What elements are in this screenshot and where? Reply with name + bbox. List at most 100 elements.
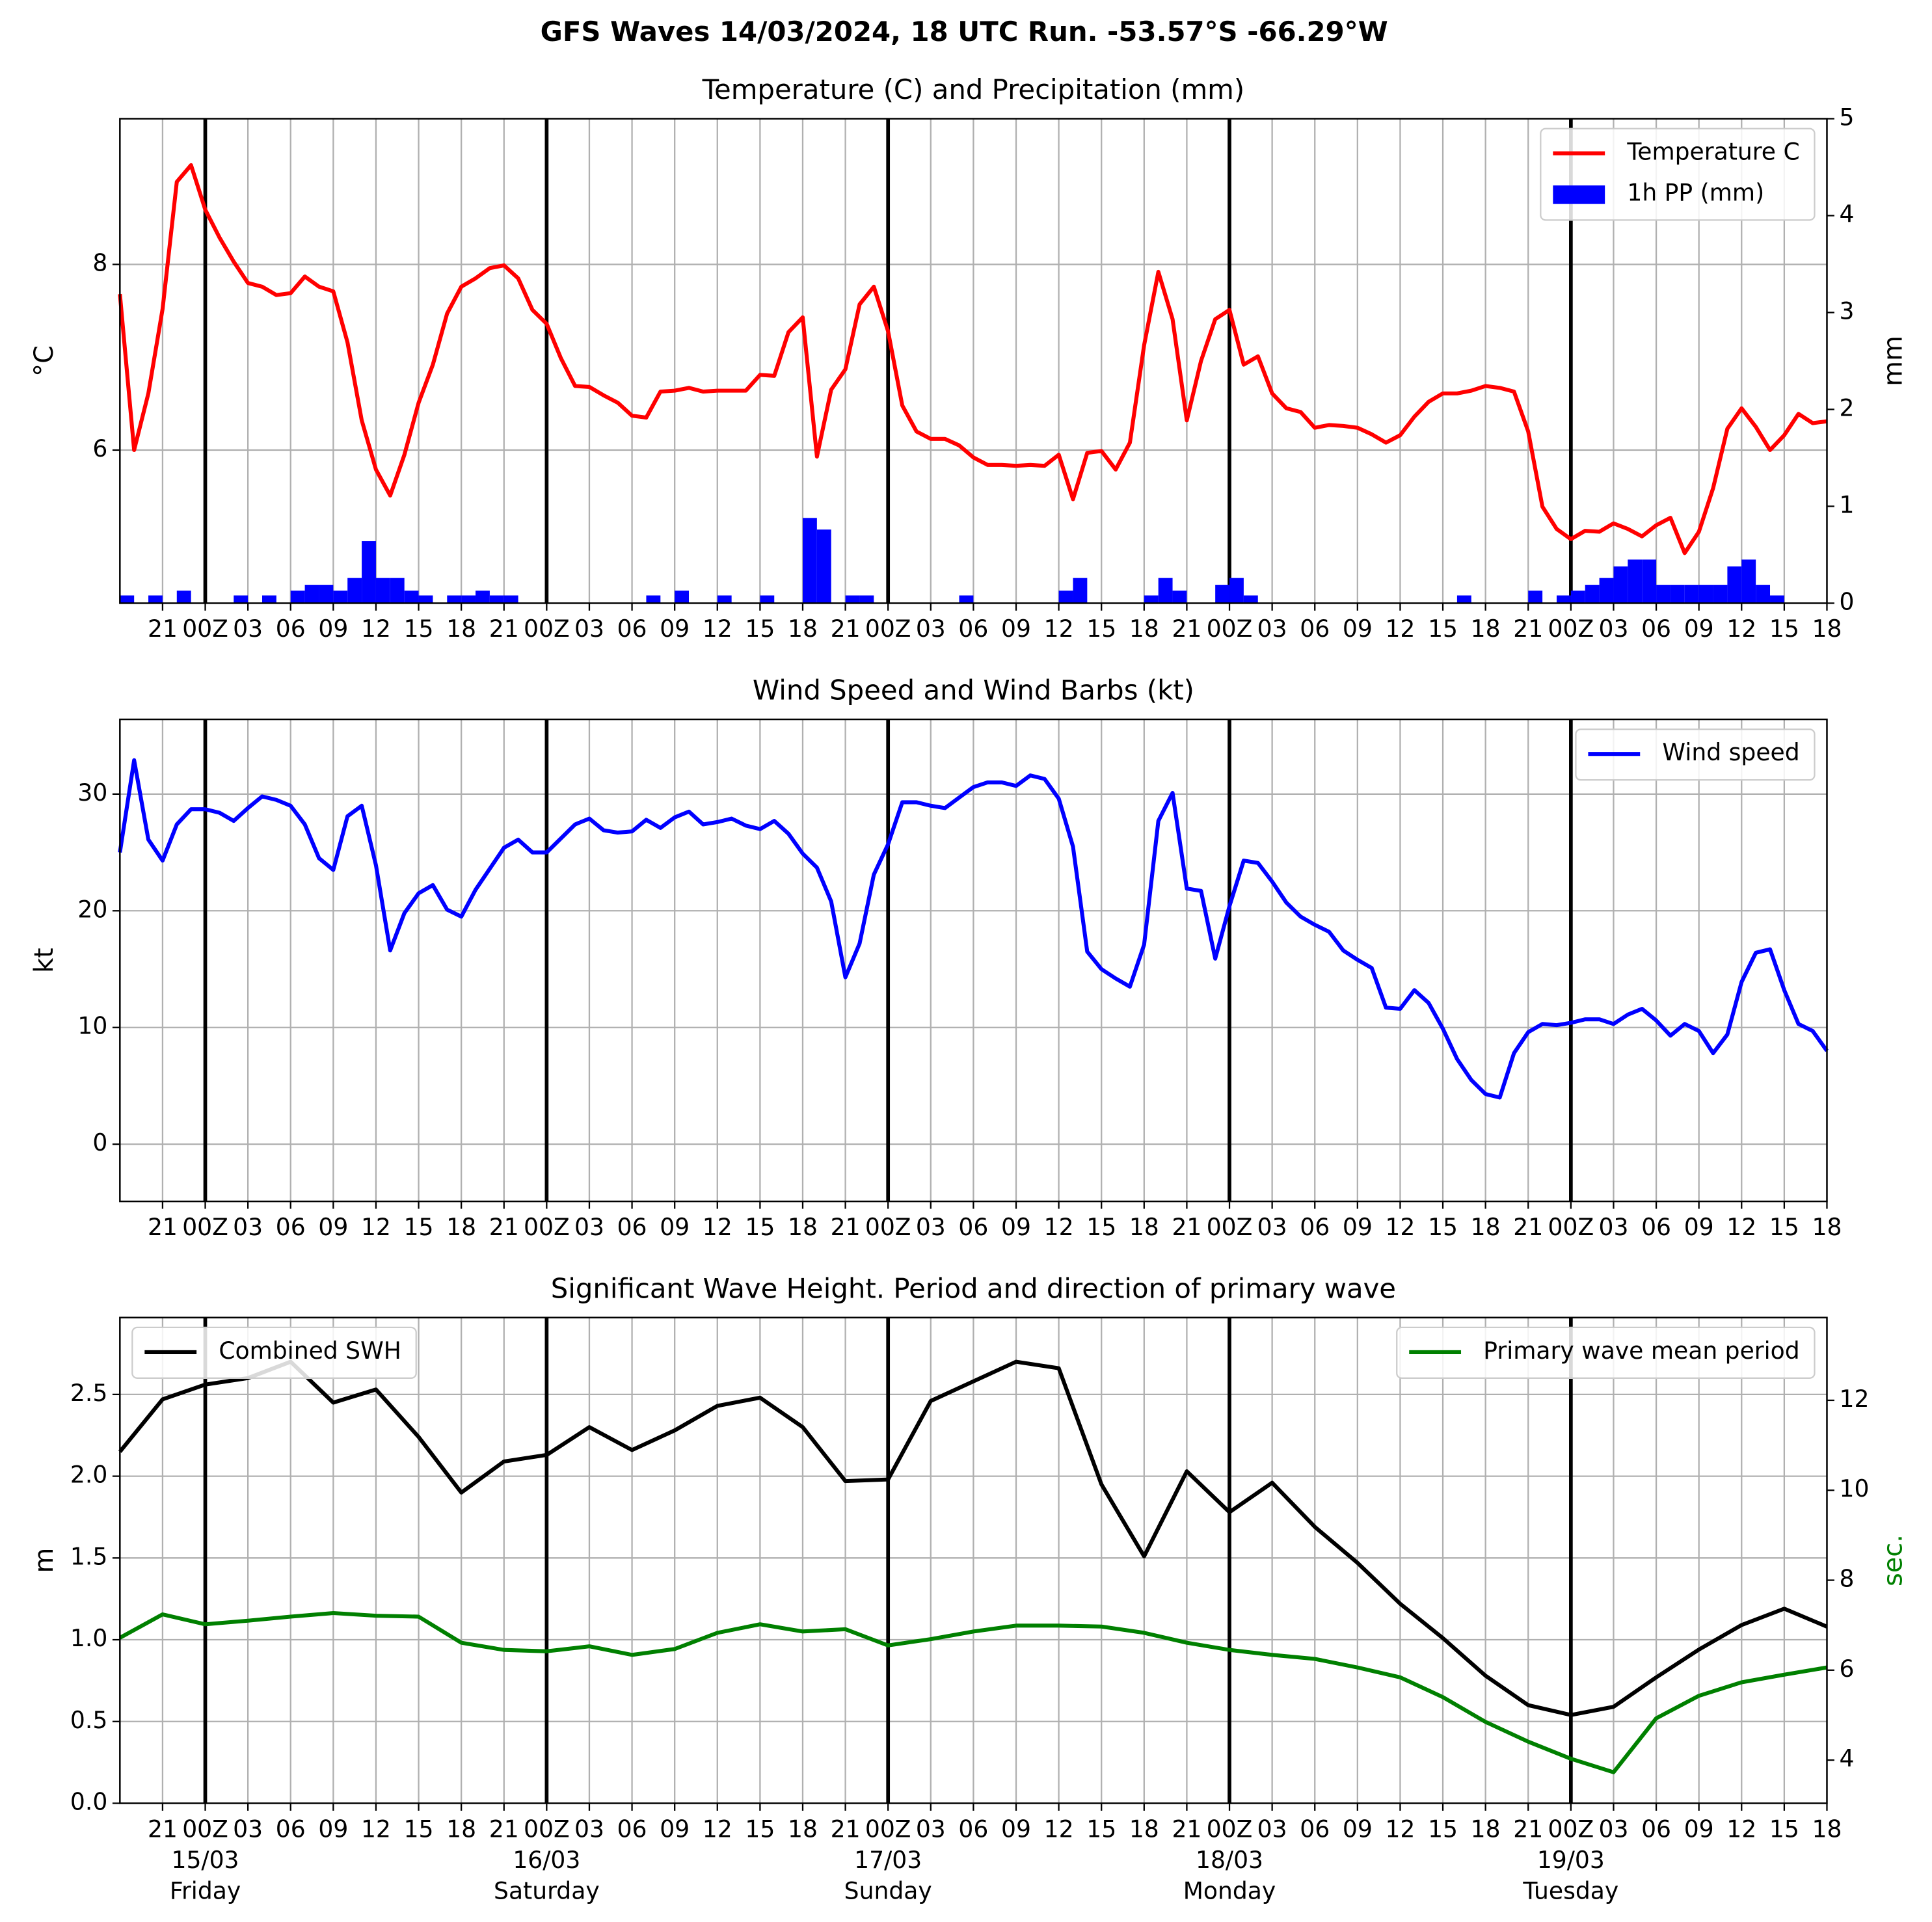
precip-bar <box>1727 566 1742 604</box>
day-name-label: Tuesday <box>1522 1876 1618 1904</box>
y2-tick-label: 5 <box>1839 103 1854 131</box>
x-tick-label: 09 <box>1001 1213 1031 1241</box>
day-name-label: Sunday <box>844 1876 932 1904</box>
day-date-label: 17/03 <box>854 1846 922 1874</box>
precip-bar <box>675 591 690 604</box>
precip-bar <box>1670 585 1685 604</box>
precip-bar <box>390 578 405 604</box>
y-tick-label: 1.0 <box>70 1624 107 1652</box>
x-tick-label: 18 <box>1129 1815 1159 1843</box>
y2-tick-label: 2 <box>1839 394 1854 421</box>
x-tick-label: 09 <box>318 1213 348 1241</box>
x-tick-label: 09 <box>318 615 348 643</box>
x-tick-label: 21 <box>148 1815 178 1843</box>
legend: Combined SWH <box>131 1326 417 1379</box>
x-tick-label: 12 <box>1044 1213 1074 1241</box>
precip-bar <box>717 595 732 604</box>
x-tick-label: 21 <box>831 1815 861 1843</box>
x-tick-label: 03 <box>233 1213 263 1241</box>
precip-bar <box>418 595 433 604</box>
series-line <box>118 1359 1828 1717</box>
y2-tick-label: 12 <box>1839 1385 1869 1413</box>
x-tick-label: 12 <box>1385 615 1415 643</box>
x-tick-label: 18 <box>1812 615 1842 643</box>
x-tick-label: 09 <box>660 1815 690 1843</box>
legend-frame <box>1540 127 1816 221</box>
x-tick-label: 12 <box>703 615 732 643</box>
y2-tick-label: 0 <box>1839 587 1854 615</box>
x-tick-label: 06 <box>276 1815 306 1843</box>
legend-label: Wind speed <box>1662 738 1799 766</box>
y-tick-label: 6 <box>92 434 107 462</box>
x-tick-label: 18 <box>1471 1213 1501 1241</box>
precip-bar <box>304 585 319 604</box>
x-tick-label: 03 <box>916 1815 946 1843</box>
x-tick-label: 15 <box>1086 1213 1116 1241</box>
subplot-title: Temperature (C) and Precipitation (mm) <box>702 73 1245 105</box>
day-name-label: Friday <box>170 1876 241 1904</box>
y2-tick-label: 6 <box>1839 1655 1854 1683</box>
x-tick-label: 00Z <box>182 615 228 643</box>
precip-bar <box>1756 585 1771 604</box>
precip-bar <box>1713 585 1728 604</box>
x-tick-label: 12 <box>703 1815 732 1843</box>
x-tick-label: 18 <box>788 1815 818 1843</box>
day-name-label: Saturday <box>494 1876 600 1904</box>
precip-bar <box>1215 585 1230 604</box>
legend-label: Primary wave mean period <box>1483 1337 1799 1365</box>
x-tick-label: 18 <box>1129 1213 1159 1241</box>
precip-bar <box>503 595 518 604</box>
x-tick-label: 15 <box>1428 1815 1458 1843</box>
x-tick-label: 09 <box>1001 615 1031 643</box>
precip-bar <box>1229 578 1244 604</box>
precip-bar <box>1684 585 1699 604</box>
precip-bar <box>816 529 831 604</box>
y2-tick-label: 3 <box>1839 297 1854 325</box>
precip-bar <box>347 578 362 604</box>
precip-bar <box>1642 559 1657 604</box>
precip-bar <box>959 595 974 604</box>
precip-bar <box>476 591 490 604</box>
x-tick-label: 18 <box>1471 1815 1501 1843</box>
precip-bar <box>489 595 504 604</box>
precip-bar <box>646 595 661 604</box>
x-tick-label: 00Z <box>524 615 570 643</box>
x-tick-label: 00Z <box>1548 1213 1594 1241</box>
precip-bar <box>1058 591 1073 604</box>
x-tick-label: 09 <box>1343 1815 1373 1843</box>
x-tick-label: 03 <box>574 1213 604 1241</box>
day-date-label: 15/03 <box>172 1846 239 1874</box>
x-tick-label: 15 <box>404 1815 434 1843</box>
x-tick-label: 15 <box>1428 615 1458 643</box>
y2-axis-label: mm <box>1878 336 1908 386</box>
x-tick-label: 18 <box>446 1815 476 1843</box>
x-tick-label: 12 <box>1044 1815 1074 1843</box>
legend: Temperature C 1h PP (mm) <box>1540 127 1816 221</box>
x-tick-label: 06 <box>1300 1815 1330 1843</box>
x-tick-label: 21 <box>1513 1213 1543 1241</box>
precip-bar <box>319 585 334 604</box>
x-tick-label: 06 <box>1300 1213 1330 1241</box>
x-tick-label: 03 <box>1257 1213 1287 1241</box>
x-tick-label: 06 <box>276 1213 306 1241</box>
legend-label: 1h PP (mm) <box>1627 178 1764 206</box>
x-tick-label: 15 <box>1769 1815 1799 1843</box>
x-tick-label: 21 <box>1172 1815 1201 1843</box>
legend-frame <box>1396 1326 1816 1379</box>
x-tick-label: 21 <box>489 1213 519 1241</box>
legend-frame <box>131 1326 417 1379</box>
legend: Wind speed <box>1575 728 1816 781</box>
precip-bar <box>148 595 163 604</box>
series-line <box>118 163 1827 555</box>
y-axis-label: m <box>29 1548 59 1573</box>
y-tick-label: 1.5 <box>70 1542 107 1570</box>
x-tick-label: 21 <box>1172 615 1201 643</box>
y-tick-label: 0.0 <box>70 1787 107 1815</box>
legend-swatch <box>1553 185 1605 204</box>
day-date-label: 19/03 <box>1537 1846 1605 1874</box>
precip-bar <box>1456 595 1471 604</box>
precip-bar <box>375 578 390 604</box>
x-tick-label: 06 <box>958 1213 988 1241</box>
